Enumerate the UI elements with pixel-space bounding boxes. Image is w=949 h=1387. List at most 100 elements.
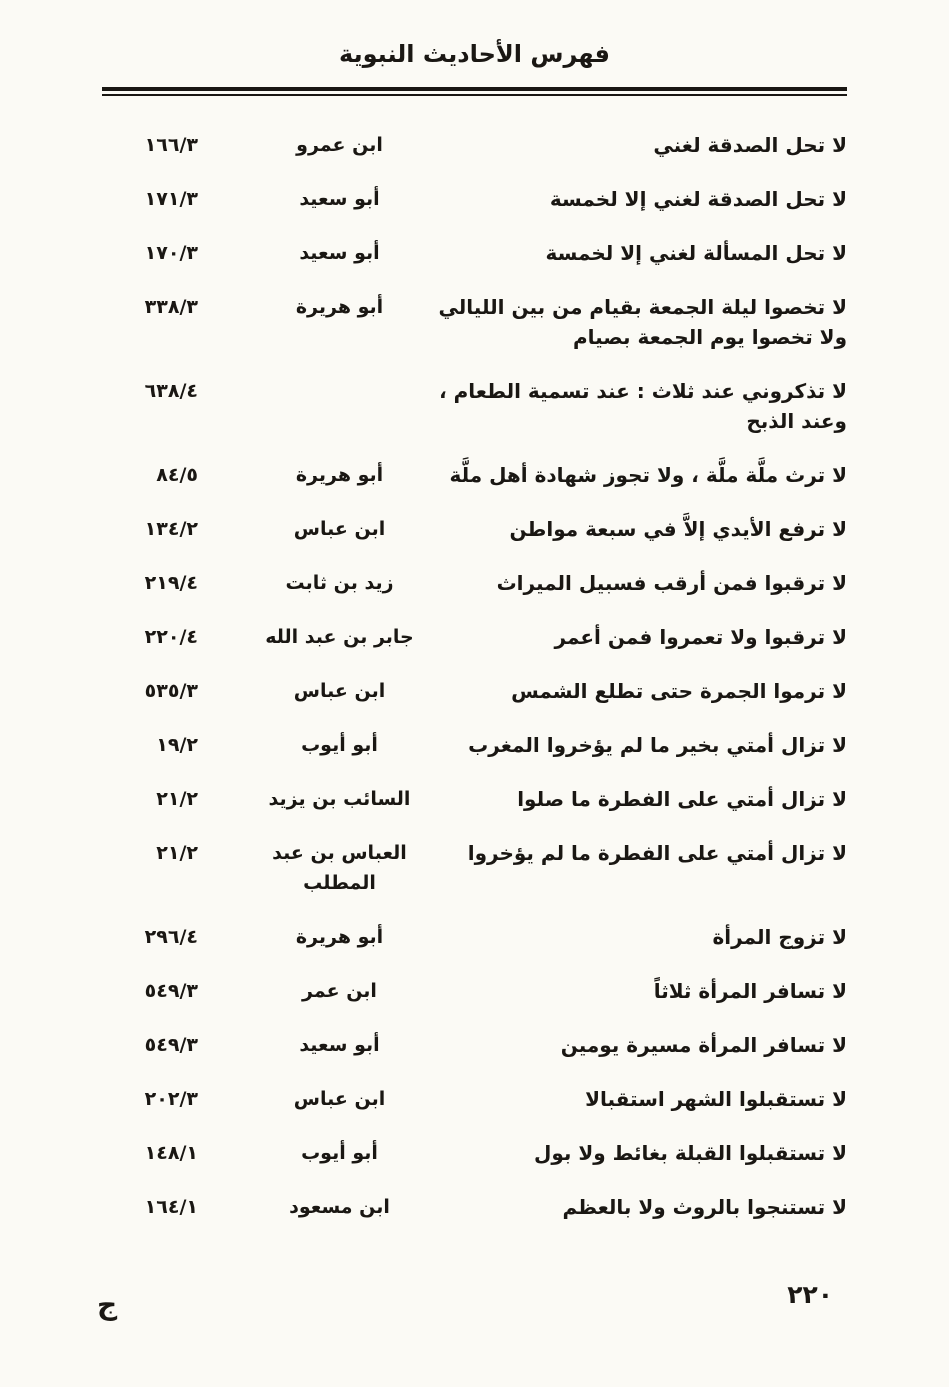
narrator-name: السائب بن يزيد bbox=[268, 788, 411, 810]
ref-cell: ٢١/٢ bbox=[102, 784, 242, 814]
hadith-text: لا تستقبلوا الشهر استقبالا bbox=[585, 1087, 847, 1111]
ref-cell: ٢٢٠/٤ bbox=[102, 622, 242, 652]
narrator-name: زيد بن ثابت bbox=[285, 572, 394, 594]
hadith-text: لا تسافر المرأة ثلاثاً bbox=[653, 979, 847, 1003]
hadith-text: لا تسافر المرأة مسيرة يومين bbox=[560, 1033, 847, 1057]
index-row: لا تستقبلوا القبلة بغائط ولا بول أبو أيو… bbox=[102, 1138, 847, 1168]
catchword-letter: ج bbox=[97, 1288, 118, 1321]
narrator-name: أبو هريرة bbox=[295, 296, 384, 318]
ref-number: ٢١/٢ bbox=[156, 842, 198, 864]
narrator-name: ابن مسعود bbox=[289, 1196, 390, 1218]
index-row: لا ترفع الأيدي إلاَّ في سبعة مواطن ابن ع… bbox=[102, 514, 847, 544]
ref-number: ١٤٨/١ bbox=[144, 1142, 198, 1164]
ref-cell: ١٩/٢ bbox=[102, 730, 242, 760]
hadith-text: لا تذكروني عند ثلاث : عند تسمية الطعام ،… bbox=[439, 379, 847, 433]
index-row: لا تستقبلوا الشهر استقبالا ابن عباس ٢٠٢/… bbox=[102, 1084, 847, 1114]
ref-number: ٢١/٢ bbox=[156, 788, 198, 810]
index-row: لا تزوج المرأة أبو هريرة ٢٩٦/٤ bbox=[102, 922, 847, 952]
ref-cell: ٨٤/٥ bbox=[102, 460, 242, 490]
hadith-text: لا تحل الصدقة لغني إلا لخمسة bbox=[549, 187, 847, 211]
narrator-name: ابن عباس bbox=[293, 518, 386, 540]
page-header: فهرس الأحاديث النبوية bbox=[102, 34, 847, 96]
ref-number: ٦٣٨/٤ bbox=[144, 380, 198, 402]
index-row: لا ترموا الجمرة حتى تطلع الشمس ابن عباس … bbox=[102, 676, 847, 706]
index-row: لا تحل المسألة لغني إلا لخمسة أبو سعيد ١… bbox=[102, 238, 847, 268]
index-row: لا تزال أمتي على الفطرة ما لم يؤخروا الع… bbox=[102, 838, 847, 898]
narrator-name: جابر بن عبد الله bbox=[265, 626, 414, 648]
ref-cell: ٥٤٩/٣ bbox=[102, 1030, 242, 1060]
index-row: لا ترقبوا فمن أرقب فسبيل الميراث زيد بن … bbox=[102, 568, 847, 598]
index-row: لا تذكروني عند ثلاث : عند تسمية الطعام ،… bbox=[102, 376, 847, 436]
index-row: لا تسافر المرأة ثلاثاً ابن عمر ٥٤٩/٣ bbox=[102, 976, 847, 1006]
ref-number: ١٩/٢ bbox=[156, 734, 198, 756]
narrator-name: أبو أيوب bbox=[301, 734, 378, 756]
narrator-name: أبو هريرة bbox=[295, 464, 384, 486]
index-row: لا ترث ملَّة ملَّة ، ولا تجوز شهادة أهل … bbox=[102, 460, 847, 490]
ref-cell: ١٣٤/٢ bbox=[102, 514, 242, 544]
ref-cell: ٥٣٥/٣ bbox=[102, 676, 242, 706]
ref-number: ١٣٤/٢ bbox=[144, 518, 198, 540]
index-row: لا تزال أمتي على الفطرة ما صلوا السائب ب… bbox=[102, 784, 847, 814]
ref-cell: ٦٣٨/٤ bbox=[102, 376, 242, 406]
index-row: لا تسافر المرأة مسيرة يومين أبو سعيد ٥٤٩… bbox=[102, 1030, 847, 1060]
hadith-text: لا تزال أمتي على الفطرة ما لم يؤخروا bbox=[467, 841, 847, 865]
narrator-name: أبو هريرة bbox=[295, 926, 384, 948]
hadith-text: لا تحل المسألة لغني إلا لخمسة bbox=[545, 241, 847, 265]
ref-cell: ١٧٠/٣ bbox=[102, 238, 242, 268]
ref-number: ٨٤/٥ bbox=[156, 464, 198, 486]
ref-number: ١٧٠/٣ bbox=[144, 242, 198, 264]
ref-number: ٥٤٩/٣ bbox=[144, 1034, 198, 1056]
narrator-name: ابن عمرو bbox=[296, 134, 383, 156]
hadith-text: لا تحل الصدقة لغني bbox=[653, 133, 847, 157]
hadith-text: لا ترفع الأيدي إلاَّ في سبعة مواطن bbox=[509, 517, 847, 541]
header-rule bbox=[102, 87, 847, 96]
ref-number: ٢٢٠/٤ bbox=[144, 626, 198, 648]
ref-cell: ١٦٦/٣ bbox=[102, 130, 242, 160]
ref-cell: ٢٩٦/٤ bbox=[102, 922, 242, 952]
narrator-name: ابن عمر bbox=[302, 980, 377, 1002]
hadith-text: لا ترث ملَّة ملَّة ، ولا تجوز شهادة أهل … bbox=[449, 463, 847, 487]
ref-number: ٣٣٨/٣ bbox=[144, 296, 198, 318]
ref-cell: ٢١٩/٤ bbox=[102, 568, 242, 598]
ref-number: ٥٣٥/٣ bbox=[144, 680, 198, 702]
narrator-name: العباس بن عبد المطلب bbox=[272, 842, 407, 894]
hadith-text: لا تستنجوا بالروث ولا بالعظم bbox=[562, 1195, 847, 1219]
hadith-text: لا ترقبوا ولا تعمروا فمن أعمر bbox=[554, 625, 847, 649]
ref-cell: ٢٠٢/٣ bbox=[102, 1084, 242, 1114]
ref-number: ٢٩٦/٤ bbox=[144, 926, 198, 948]
narrator-name: ابن عباس bbox=[293, 1088, 386, 1110]
index-row: لا تحل الصدقة لغني ابن عمرو ١٦٦/٣ bbox=[102, 130, 847, 160]
hadith-index: لا تحل الصدقة لغني ابن عمرو ١٦٦/٣ لا تحل… bbox=[102, 130, 847, 1222]
ref-cell: ١٧١/٣ bbox=[102, 184, 242, 214]
ref-number: ٢١٩/٤ bbox=[144, 572, 198, 594]
narrator-name: ابن عباس bbox=[293, 680, 386, 702]
ref-number: ١٦٦/٣ bbox=[144, 134, 198, 156]
page-title: فهرس الأحاديث النبوية bbox=[339, 40, 610, 68]
page-number: ٢٢٠ bbox=[787, 1280, 833, 1309]
ref-cell: ٢١/٢ bbox=[102, 838, 242, 868]
hadith-text: لا تزال أمتي بخير ما لم يؤخروا المغرب bbox=[468, 733, 847, 757]
narrator-name: أبو أيوب bbox=[301, 1142, 378, 1164]
ref-number: ٢٠٢/٣ bbox=[144, 1088, 198, 1110]
index-row: لا تحل الصدقة لغني إلا لخمسة أبو سعيد ١٧… bbox=[102, 184, 847, 214]
ref-cell: ١٦٤/١ bbox=[102, 1192, 242, 1222]
hadith-text: لا تزوج المرأة bbox=[712, 925, 848, 949]
index-row: لا ترقبوا ولا تعمروا فمن أعمر جابر بن عب… bbox=[102, 622, 847, 652]
index-row: لا تزال أمتي بخير ما لم يؤخروا المغرب أب… bbox=[102, 730, 847, 760]
ref-number: ٥٤٩/٣ bbox=[144, 980, 198, 1002]
narrator-name: أبو سعيد bbox=[299, 1034, 380, 1056]
hadith-text: لا ترموا الجمرة حتى تطلع الشمس bbox=[511, 679, 847, 703]
hadith-text: لا تخصوا ليلة الجمعة بقيام من بين الليال… bbox=[438, 295, 847, 349]
hadith-text: لا تزال أمتي على الفطرة ما صلوا bbox=[517, 787, 847, 811]
ref-cell: ٣٣٨/٣ bbox=[102, 292, 242, 322]
narrator-name: أبو سعيد bbox=[299, 242, 380, 264]
ref-number: ١٧١/٣ bbox=[144, 188, 198, 210]
hadith-text: لا تستقبلوا القبلة بغائط ولا بول bbox=[533, 1141, 847, 1165]
ref-cell: ١٤٨/١ bbox=[102, 1138, 242, 1168]
index-row: لا تخصوا ليلة الجمعة بقيام من بين الليال… bbox=[102, 292, 847, 352]
narrator-name: أبو سعيد bbox=[299, 188, 380, 210]
index-row: لا تستنجوا بالروث ولا بالعظم ابن مسعود ١… bbox=[102, 1192, 847, 1222]
ref-cell: ٥٤٩/٣ bbox=[102, 976, 242, 1006]
ref-number: ١٦٤/١ bbox=[144, 1196, 198, 1218]
